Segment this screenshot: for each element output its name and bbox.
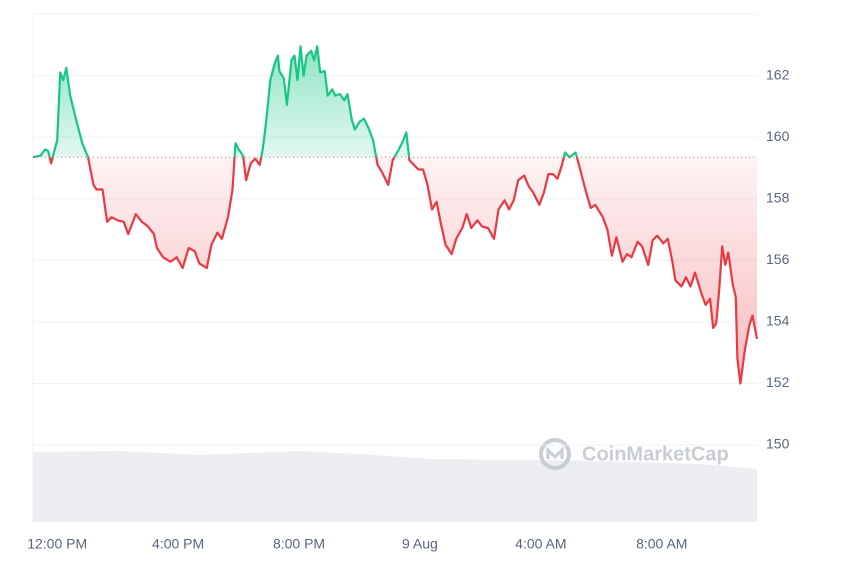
line-down	[32, 157, 759, 385]
area-up	[33, 46, 577, 158]
y-tick-label: 162	[766, 66, 790, 82]
volume-area	[33, 451, 757, 522]
area-down	[33, 157, 757, 384]
y-tick-label: 150	[766, 436, 790, 452]
x-tick-label: 12:00 PM	[27, 536, 87, 552]
x-tick-label: 4:00 PM	[152, 536, 204, 552]
watermark-logo	[539, 438, 571, 470]
y-tick-label: 156	[766, 251, 790, 267]
y-tick-label: 158	[766, 189, 790, 205]
y-tick-label: 160	[766, 128, 790, 144]
x-tick-label: 8:00 PM	[273, 536, 325, 552]
watermark: CoinMarketCap	[582, 443, 729, 465]
x-tick-label: 4:00 AM	[515, 536, 566, 552]
y-tick-label: 154	[766, 313, 790, 329]
x-tick-label: 8:00 AM	[636, 536, 687, 552]
x-tick-label: 9 Aug	[402, 536, 438, 552]
y-tick-label: 152	[766, 374, 790, 390]
